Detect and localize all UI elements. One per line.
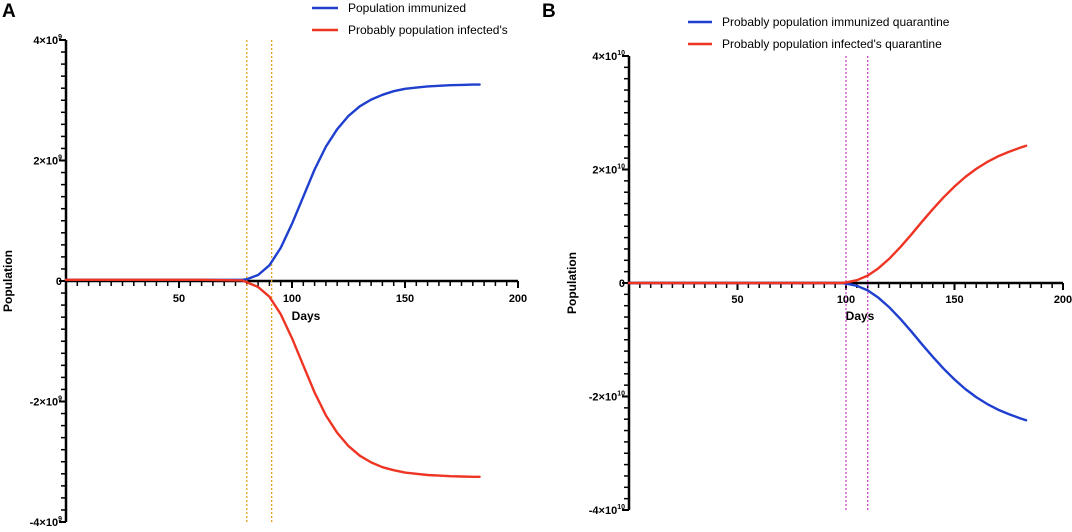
y-tick-label: 2×1010 bbox=[592, 164, 625, 177]
y-axis-title: Population bbox=[1, 250, 15, 312]
y-tick-label: -4×1010 bbox=[589, 504, 625, 517]
x-tick-label: 200 bbox=[509, 293, 527, 305]
series-line bbox=[64, 278, 481, 478]
series-line bbox=[627, 281, 1028, 422]
x-tick-label: 50 bbox=[173, 293, 185, 305]
y-tick-label: -4×109 bbox=[30, 516, 62, 529]
y-tick-label: 4×1010 bbox=[592, 50, 625, 63]
x-axis-title: Days bbox=[846, 309, 875, 323]
y-tick-label: 0 bbox=[56, 276, 62, 288]
y-tick-label: -2×109 bbox=[30, 396, 62, 409]
legend-label: Probably population infected's bbox=[348, 23, 508, 37]
x-axis-title: Days bbox=[292, 309, 321, 323]
series-line bbox=[627, 144, 1028, 285]
y-tick-label: 2×109 bbox=[33, 155, 62, 168]
x-tick-label: 150 bbox=[945, 294, 963, 306]
x-tick-label: 100 bbox=[283, 293, 301, 305]
series-line bbox=[64, 83, 481, 281]
y-tick-label: 4×109 bbox=[33, 34, 62, 47]
panel-a: A 50 100 150 200 4×109 2×109 0 -2×109 -4×109 Days P… bbox=[1, 1, 527, 529]
y-axis-title: Population bbox=[565, 252, 579, 314]
legend-label: Probably population immunized quarantine bbox=[722, 15, 950, 29]
legend-label: Probably population infected's quarantin… bbox=[722, 37, 942, 51]
y-tick-label: 0 bbox=[619, 278, 625, 290]
panel-letter: B bbox=[542, 1, 556, 22]
x-tick-label: 50 bbox=[731, 294, 743, 306]
panel-letter: A bbox=[2, 1, 16, 22]
legend-label: Population immunized bbox=[348, 1, 466, 15]
y-tick-label: -2×1010 bbox=[589, 391, 625, 404]
x-tick-label: 200 bbox=[1054, 294, 1072, 306]
x-tick-label: 150 bbox=[396, 293, 414, 305]
panel-b: B50 100 150 2004×10102×10100-2×1010-4×1010D… bbox=[542, 1, 1072, 517]
